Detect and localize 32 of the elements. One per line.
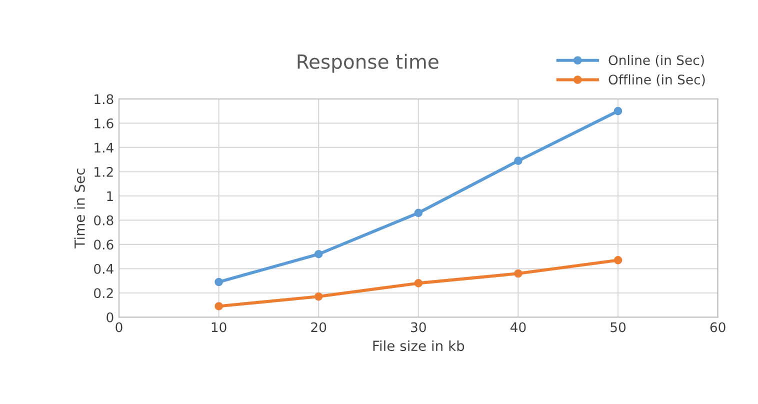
y-tick-label: 1.4 (94, 142, 114, 152)
y-tick-label: 0.6 (94, 240, 114, 250)
point (514, 156, 522, 165)
point (314, 250, 323, 258)
point (414, 208, 423, 218)
point (514, 269, 522, 278)
y-tick-label: 1.8 (94, 94, 114, 104)
y-tick-label: 0.2 (94, 288, 113, 298)
y-tick-label: 1.6 (94, 118, 114, 128)
point (614, 256, 622, 264)
y-tick-label: 0.8 (94, 215, 114, 226)
point (614, 106, 622, 116)
x-tick-label: 40 (510, 322, 526, 332)
y-tick-label: 1 (107, 191, 113, 201)
x-tick-label: 50 (610, 322, 626, 332)
y-tick-label: 0 (106, 312, 114, 322)
point (314, 292, 323, 301)
point (214, 302, 223, 310)
legend-label: Online (in Sec) (608, 54, 704, 67)
x-axis-title: File size in kb (373, 340, 464, 352)
y-tick-label: 0.4 (94, 264, 114, 274)
legend-label: Offline (in Sec) (608, 74, 705, 86)
x-tick-label: 0 (116, 322, 122, 332)
point (214, 278, 223, 286)
x-tick-label: 20 (311, 322, 326, 332)
y-axis-title: Time in Sec (74, 168, 85, 248)
x-tick-label: 60 (710, 322, 726, 332)
point (414, 279, 423, 288)
x-tick-label: 10 (212, 322, 226, 332)
x-tick-label: 30 (411, 322, 426, 332)
y-tick-label: 1.2 (94, 166, 113, 177)
chart-title: Response time (298, 54, 438, 73)
